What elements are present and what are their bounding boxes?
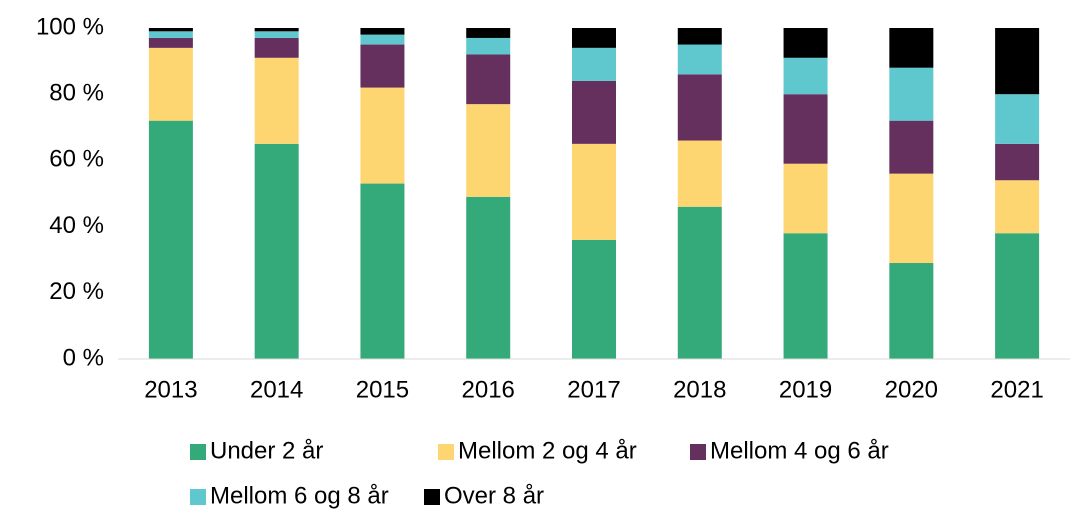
bar-segment [995,94,1040,144]
bar-segment [360,28,405,35]
bar-segment [254,143,299,359]
bar-segment [889,120,934,174]
y-tick-label: 40 % [49,212,104,239]
bar-segment [995,180,1040,234]
bar-segment [360,34,405,45]
x-tick-label: 2020 [885,376,938,403]
bar-segment [360,183,405,359]
x-tick-label: 2019 [779,376,832,403]
bar-segment [572,47,616,81]
bar-segment [148,47,193,121]
legend-swatch [690,444,706,460]
x-tick-label: 2017 [567,376,620,403]
bar-segment [783,94,828,164]
legend-label: Under 2 år [210,437,323,464]
y-tick-label: 60 % [49,146,104,173]
bar-segment [995,233,1040,359]
bar-segment [254,37,299,58]
legend-label: Over 8 år [444,482,544,509]
bar-segment [677,140,722,207]
bar-segment [466,104,511,197]
bar-segment [466,37,511,55]
x-tick-label: 2015 [356,376,409,403]
bar-segment [889,28,934,68]
legend-swatch [424,489,440,505]
bar-segment [254,57,299,144]
bar-segment [360,87,405,184]
bar-segment [889,263,934,359]
bar-segment [254,28,299,32]
bar-segment [466,28,511,38]
bar-segment [148,120,193,360]
bar-segment [148,31,193,38]
y-tick-label: 100 % [36,13,104,40]
bar-segment [677,206,722,359]
bar-segment [572,80,616,144]
x-tick-label: 2014 [250,376,303,403]
bar-segment [995,143,1040,181]
bar-segment [889,67,934,121]
bar-segment [572,239,616,359]
bar-segment [466,196,511,359]
bar-segment [148,37,193,48]
bar-segment [995,28,1040,95]
bar-segment [677,28,722,45]
legend-swatch [438,444,454,460]
bar-segment [783,163,828,234]
bar-segment [254,31,299,38]
bar-segment [572,143,616,240]
y-tick-label: 80 % [49,80,104,107]
bar-segment [889,173,934,264]
bar-segment [572,28,616,48]
x-tick-label: 2018 [673,376,726,403]
legend-swatch [190,489,206,505]
y-tick-label: 0 % [63,344,104,371]
bar-segment [783,28,828,58]
bar-segment [783,233,828,359]
bar-segment [677,74,722,141]
bar-segment [148,28,193,32]
x-tick-label: 2013 [144,376,197,403]
bar-segment [783,57,828,95]
legend-label: Mellom 2 og 4 år [458,437,637,464]
legend-label: Mellom 6 og 8 år [210,482,389,509]
bar-segment [360,44,405,88]
bar-segment [677,44,722,75]
legend-swatch [190,444,206,460]
y-tick-label: 20 % [49,278,104,305]
x-tick-label: 2016 [462,376,515,403]
legend-label: Mellom 4 og 6 år [710,437,889,464]
bar-segment [466,54,511,105]
x-tick-label: 2021 [990,376,1043,403]
